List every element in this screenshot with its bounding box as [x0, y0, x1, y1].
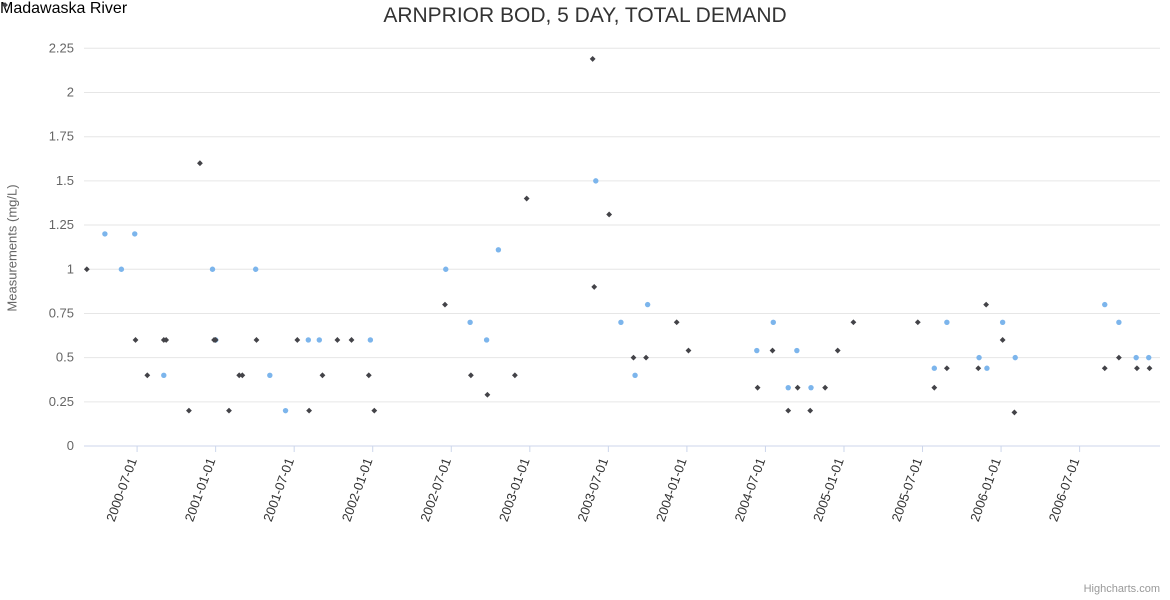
svg-text:2004-01-01: 2004-01-01 — [653, 456, 690, 524]
svg-text:2: 2 — [67, 85, 74, 100]
svg-text:1: 1 — [67, 261, 74, 276]
svg-text:2002-01-01: 2002-01-01 — [339, 456, 376, 524]
svg-text:1.75: 1.75 — [49, 129, 74, 144]
svg-text:1.5: 1.5 — [56, 173, 74, 188]
svg-text:0.75: 0.75 — [49, 305, 74, 320]
svg-text:2002-07-01: 2002-07-01 — [417, 456, 454, 524]
svg-text:0.5: 0.5 — [56, 350, 74, 365]
svg-text:2.25: 2.25 — [49, 40, 74, 55]
svg-text:2001-01-01: 2001-01-01 — [182, 456, 219, 524]
svg-text:2003-07-01: 2003-07-01 — [574, 456, 611, 524]
svg-text:0: 0 — [67, 438, 74, 453]
svg-text:2004-07-01: 2004-07-01 — [731, 456, 768, 524]
svg-text:1.25: 1.25 — [49, 217, 74, 232]
svg-text:2005-07-01: 2005-07-01 — [889, 456, 926, 524]
svg-text:2001-07-01: 2001-07-01 — [260, 456, 297, 524]
svg-text:2006-01-01: 2006-01-01 — [967, 456, 1004, 524]
svg-text:2003-01-01: 2003-01-01 — [496, 456, 533, 524]
svg-text:2005-01-01: 2005-01-01 — [810, 456, 847, 524]
svg-text:2000-07-01: 2000-07-01 — [103, 456, 140, 524]
svg-text:2006-07-01: 2006-07-01 — [1046, 456, 1083, 524]
svg-text:0.25: 0.25 — [49, 394, 74, 409]
